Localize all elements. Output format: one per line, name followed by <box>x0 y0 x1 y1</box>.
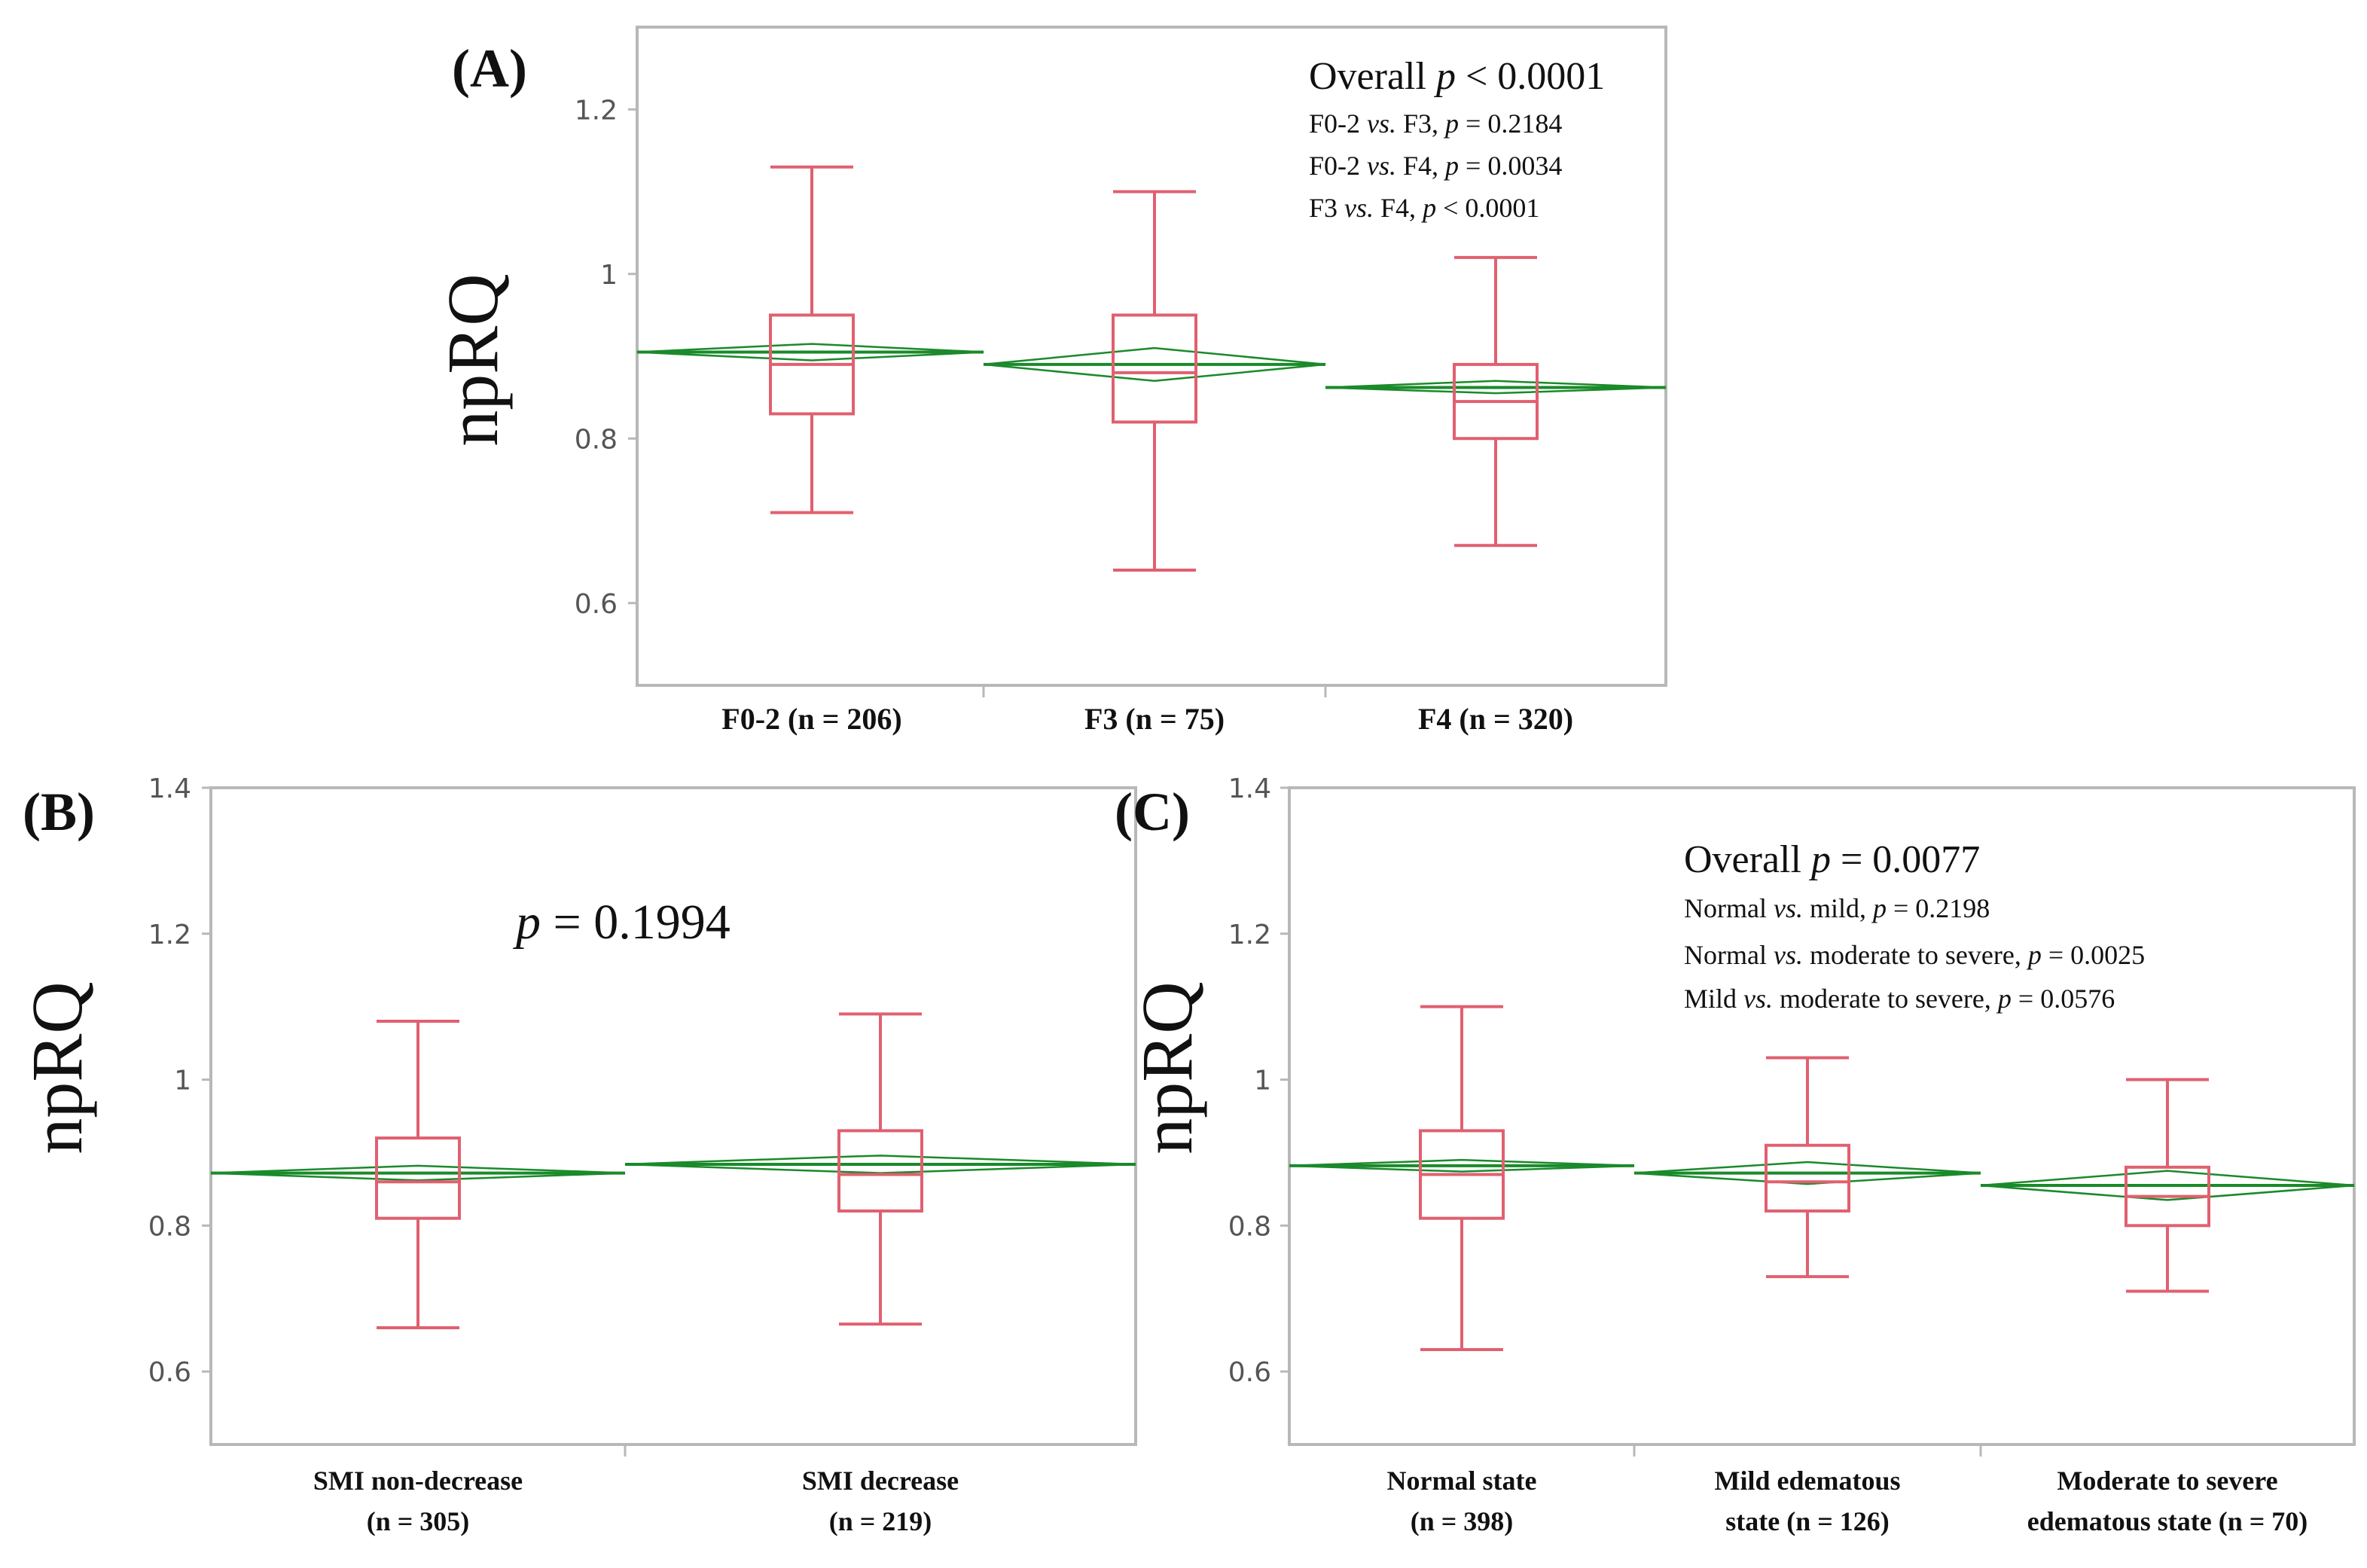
annotation-pairwise-p: Mild vs. moderate to severe, p = 0.0576 <box>1684 984 2115 1014</box>
y-tick-label: 1.4 <box>1228 773 1271 804</box>
annotation-text: vs. <box>1743 984 1773 1014</box>
annotation-text: moderate to severe, <box>1773 984 1998 1014</box>
annotation-text: F4, <box>1396 151 1445 181</box>
category-1: F0-2 (n = 206) <box>636 165 984 736</box>
annotation-text: p <box>513 895 541 950</box>
y-tick-label: 0.6 <box>575 589 618 620</box>
annotation-text: = 0.2198 <box>1887 893 1990 923</box>
y-tick-label: 0.6 <box>1228 1357 1271 1388</box>
category-label: Mild edematous <box>1715 1466 1901 1496</box>
category-1: SMI non-decrease (n = 305) <box>210 1020 626 1536</box>
category-3: Moderate to severe edematous state (n = 7… <box>1980 1078 2355 1536</box>
y-tick-label: 1 <box>600 260 618 291</box>
category-2: F3 (n = 75) <box>983 190 1326 736</box>
y-tick-label: 1 <box>174 1066 191 1097</box>
annotation-text: p <box>1871 893 1887 923</box>
category-label: F0-2 (n = 206) <box>721 702 901 736</box>
annotation-overall-p: p = 0.1994 <box>513 895 731 950</box>
annotation-text: = 0.0077 <box>1831 838 1980 881</box>
y-tick-label: 1.2 <box>575 95 618 126</box>
annotation-text: F0-2 <box>1309 151 1367 181</box>
category-label: edematous state (n = 70) <box>2027 1506 2308 1536</box>
annotation-text: Overall <box>1684 838 1811 881</box>
annotation-overall-p: Overall p < 0.0001 <box>1309 55 1605 98</box>
category-3: F4 (n = 320) <box>1325 255 1667 736</box>
y-tick-label: 1.2 <box>1228 920 1271 950</box>
y-tick-label: 0.8 <box>575 424 618 455</box>
iqr-box <box>375 1136 461 1220</box>
panel-label: (C) <box>1115 782 1190 842</box>
annotation-text: F3, <box>1396 108 1445 139</box>
y-axis-label: npRQ <box>17 981 97 1154</box>
annotation-text: moderate to severe, <box>1803 940 2028 970</box>
annotation-text: = 0.0025 <box>2042 940 2145 970</box>
annotation-text: p <box>2026 940 2042 970</box>
category-label: (n = 305) <box>367 1506 470 1536</box>
category-label: Normal state <box>1387 1466 1537 1496</box>
annotation-text: p <box>1420 193 1436 223</box>
iqr-box <box>1112 313 1197 424</box>
category-label: SMI non-decrease <box>313 1466 523 1496</box>
category-label: Moderate to severe <box>2057 1466 2277 1496</box>
annotation-pairwise-p: F0-2 vs. F4, p = 0.0034 <box>1309 151 1562 181</box>
annotation-text: = 0.2184 <box>1459 108 1562 139</box>
annotation-text: p <box>1808 838 1831 881</box>
annotation-text: vs. <box>1774 893 1803 923</box>
category-1: Normal state (n = 398) <box>1289 1005 1635 1536</box>
panel-b: (B) npRQ 0.6 0.8 1 1.2 1.4 SMI non-decrease (n =… <box>17 773 1137 1536</box>
panel-label: (B) <box>23 782 95 842</box>
category-2: SMI decrease (n = 219) <box>624 1012 1136 1536</box>
panel-a: (A) npRQ 0.6 0.8 1 1.2 F0-2 (n = 206) F3 (n = 7… <box>432 26 1667 736</box>
annotation-text: = 0.0576 <box>2012 984 2115 1014</box>
category-label: SMI decrease <box>802 1466 959 1496</box>
annotation-pairwise-p: Normal vs. mild, p = 0.2198 <box>1684 893 1990 923</box>
iqr-box <box>837 1129 923 1213</box>
plot-frame <box>1288 786 2356 1446</box>
plot-frame <box>209 786 1137 1446</box>
category-label: F4 (n = 320) <box>1418 702 1573 736</box>
panel-label: (A) <box>452 38 527 99</box>
annotation-text: = 0.0034 <box>1459 151 1562 181</box>
iqr-box <box>1765 1143 1850 1213</box>
annotation-text: Overall <box>1309 55 1436 98</box>
annotation-text: F0-2 <box>1309 108 1367 139</box>
annotation-text: < 0.0001 <box>1436 193 1539 223</box>
annotation-pairwise-p: F3 vs. F4, p < 0.0001 <box>1309 193 1539 223</box>
y-axis-label: npRQ <box>1127 981 1207 1154</box>
category-label: F3 (n = 75) <box>1084 702 1225 736</box>
annotation-text: Normal <box>1684 940 1774 970</box>
annotation-text: mild, <box>1803 893 1873 923</box>
y-tick-label: 0.6 <box>148 1357 191 1388</box>
category-label: state (n = 126) <box>1725 1506 1889 1536</box>
annotation-text: vs. <box>1774 940 1803 970</box>
annotation-text: p <box>1443 151 1459 181</box>
annotation-text: = 0.1994 <box>541 895 731 950</box>
panel-c: (C) npRQ 0.6 0.8 1 1.2 1.4 Normal state (n = 398… <box>1115 773 2356 1536</box>
annotation-pairwise-p: F0-2 vs. F3, p = 0.2184 <box>1309 108 1562 139</box>
y-tick-label: 1.4 <box>148 773 191 804</box>
category-label: (n = 219) <box>829 1506 932 1536</box>
annotation-text: p <box>1443 108 1459 139</box>
y-axis-label: npRQ <box>432 273 513 446</box>
annotation-text: p <box>1433 55 1456 98</box>
y-tick-label: 1 <box>1254 1066 1271 1097</box>
annotation-text: vs. <box>1367 151 1396 181</box>
y-tick-label: 0.8 <box>1228 1211 1271 1242</box>
plot-frame <box>636 26 1667 687</box>
category-2: Mild edematous state (n = 126) <box>1633 1056 1981 1536</box>
annotation-text: Mild <box>1684 984 1743 1014</box>
annotation-text: F3 <box>1309 193 1344 223</box>
annotation-text: p <box>1996 984 2012 1014</box>
category-label: (n = 398) <box>1411 1506 1514 1536</box>
annotation-text: vs. <box>1344 193 1374 223</box>
annotation-text: Normal <box>1684 893 1774 923</box>
annotation-text: F4, <box>1374 193 1423 223</box>
y-tick-label: 0.8 <box>148 1211 191 1242</box>
annotation-overall-p: Overall p = 0.0077 <box>1684 838 1980 881</box>
y-tick-label: 1.2 <box>148 920 191 950</box>
annotation-pairwise-p: Normal vs. moderate to severe, p = 0.002… <box>1684 940 2145 970</box>
annotation-text: < 0.0001 <box>1456 55 1605 98</box>
annotation-text: vs. <box>1367 108 1396 139</box>
